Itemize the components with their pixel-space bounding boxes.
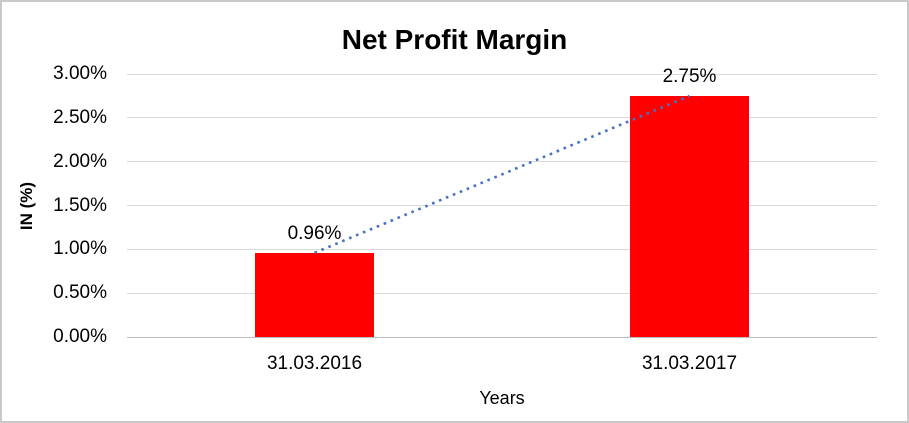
y-gridline [127, 292, 877, 294]
y-gridline [127, 205, 877, 206]
x-axis-baseline [127, 336, 877, 338]
bar-31.03.2017 [630, 95, 749, 337]
y-tick-label: 3.00% [53, 63, 107, 84]
x-axis-title: Years [479, 388, 525, 408]
y-tick-label: 2.50% [53, 106, 107, 128]
data-label: 2.75% [662, 65, 717, 87]
x-tick-label: 31.03.2017 [641, 353, 738, 374]
y-gridline [127, 117, 877, 119]
y-tick-label: 0.50% [53, 282, 107, 304]
y-gridline [127, 73, 877, 75]
y-tick-label: 1.00% [53, 238, 107, 260]
bar-31.03.2016 [255, 252, 374, 337]
y-tick-label: 2.00% [53, 150, 107, 172]
chart-title: Net Profit Margin [341, 24, 568, 55]
y-gridline [127, 161, 877, 163]
x-tick-label: 31.03.2016 [266, 353, 363, 374]
y-gridline [127, 248, 877, 250]
y-tick-label: 1.50% [53, 194, 107, 216]
y-tick-label: 0.00% [53, 326, 107, 347]
data-label: 0.96% [287, 222, 342, 244]
